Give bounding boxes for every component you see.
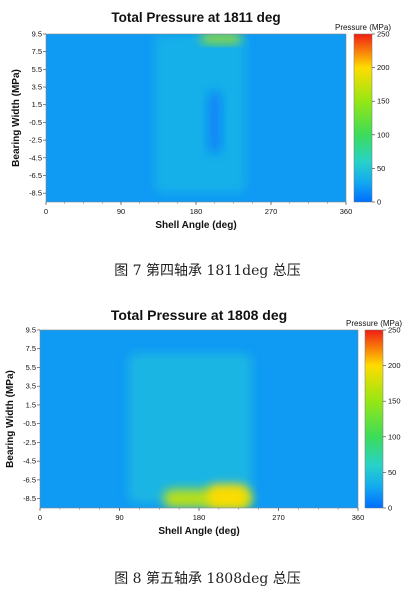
x-tick-label: 90	[115, 513, 123, 522]
pressure-region	[208, 91, 221, 154]
colorbar-tick-label: 200	[388, 361, 401, 370]
y-tick-label: 3.5	[26, 382, 36, 391]
y-tick-label: -0.5	[23, 419, 36, 428]
y-tick-label: 5.5	[32, 65, 42, 74]
x-tick-label: 90	[117, 207, 125, 216]
colorbar-tick-label: 100	[377, 130, 390, 139]
pressure-field	[154, 34, 246, 194]
colorbar	[353, 33, 373, 203]
colorbar-tick-label: 250	[388, 326, 401, 335]
pressure-field	[128, 353, 252, 508]
x-tick-label: 360	[352, 513, 365, 522]
x-tick-label: 0	[38, 513, 42, 522]
y-tick-label: 9.5	[32, 30, 42, 39]
y-tick-label: 3.5	[32, 83, 42, 92]
figure-1: Total Pressure at 1811 deg 0 90 180 270 360 9.…	[11, 10, 391, 279]
x-axis-label: Shell Angle (deg)	[155, 220, 236, 231]
colorbar-tick-label: 0	[377, 198, 381, 207]
chart-1: Total Pressure at 1811 deg 0 90 180 270 360 9.…	[11, 10, 391, 231]
y-tick-label: 5.5	[26, 363, 36, 372]
figure-1-caption: 图 7 第四轴承 1811deg 总压	[114, 263, 301, 279]
chart-2: Total Pressure at 1808 deg 0 90 180 270 360 9.…	[5, 307, 402, 537]
colorbar	[364, 329, 384, 509]
x-tick-label: 270	[272, 513, 285, 522]
x-tick-label: 270	[265, 207, 278, 216]
y-tick-label: 7.5	[26, 344, 36, 353]
colorbar-title: Pressure (MPa)	[335, 23, 391, 32]
x-tick-label: 360	[340, 207, 353, 216]
y-tick-label: -0.5	[29, 118, 42, 127]
colorbar-tick-label: 150	[377, 97, 390, 106]
colorbar-tick-label: 200	[377, 63, 390, 72]
y-tick-label: -4.5	[23, 457, 36, 466]
x-tick-label: 0	[44, 207, 48, 216]
colorbar-tick-label: 100	[388, 432, 401, 441]
y-tick-label: -4.5	[29, 153, 42, 162]
chart-title: Total Pressure at 1808 deg	[111, 307, 287, 323]
colorbar-tick-label: 150	[388, 397, 401, 406]
x-tick-label: 180	[190, 207, 203, 216]
pressure-region	[154, 34, 246, 194]
colorbar-tick-label: 0	[388, 504, 392, 513]
y-tick-label: -8.5	[23, 494, 36, 503]
figure-2-caption: 图 8 第五轴承 1808deg 总压	[114, 571, 301, 587]
x-tick-label: 180	[193, 513, 206, 522]
pressure-region	[128, 353, 252, 504]
y-tick-label: 7.5	[32, 47, 42, 56]
y-tick-label: -2.5	[23, 438, 36, 447]
figure-2: Total Pressure at 1808 deg 0 90 180 270 360 9.…	[0, 300, 415, 599]
chart-title: Total Pressure at 1811 deg	[111, 10, 280, 25]
colorbar-tick-label: 250	[377, 30, 390, 39]
colorbar-title: Pressure (MPa)	[346, 319, 402, 328]
pressure-region	[200, 34, 242, 43]
y-tick-label: -2.5	[29, 136, 42, 145]
y-tick-label: -6.5	[29, 171, 42, 180]
x-axis-label: Shell Angle (deg)	[158, 526, 239, 537]
y-tick-label: 9.5	[26, 326, 36, 335]
colorbar-tick-label: 50	[377, 164, 385, 173]
y-axis-label: Bearing Width (MPa)	[11, 69, 22, 167]
y-axis-label: Bearing Width (MPa)	[5, 370, 16, 468]
y-tick-label: -6.5	[23, 475, 36, 484]
y-tick-label: 1.5	[26, 400, 36, 409]
colorbar-tick-label: 50	[388, 468, 396, 477]
pressure-region	[207, 484, 248, 508]
y-tick-label: -8.5	[29, 189, 42, 198]
y-tick-label: 1.5	[32, 100, 42, 109]
